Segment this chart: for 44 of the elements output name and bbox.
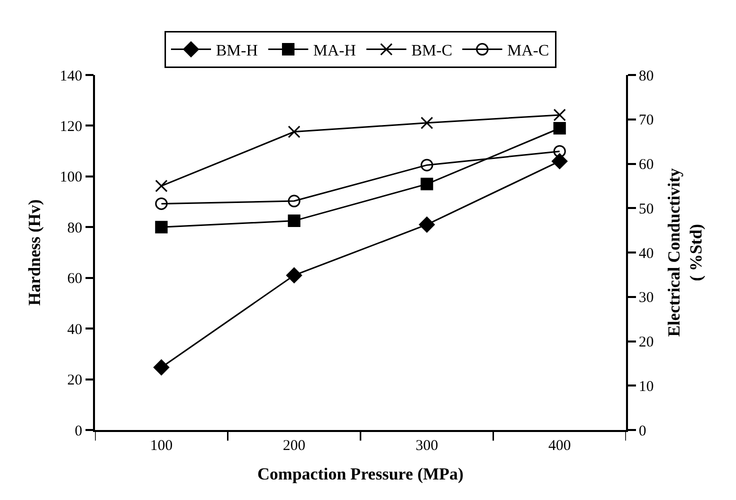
y2-tick-label: 30 — [638, 290, 654, 306]
point — [155, 220, 168, 234]
y-tick-label: 40 — [67, 322, 82, 338]
x-axis-title: Compaction Pressure (MPa) — [257, 464, 464, 484]
y-tick-label: 80 — [67, 220, 82, 236]
legend-label: MA-H — [313, 42, 356, 60]
x-tick-label: 400 — [548, 438, 571, 454]
y2-tick-label: 50 — [638, 201, 654, 218]
legend-label: MA-C — [507, 42, 550, 60]
point — [420, 158, 434, 172]
y2-tick-label: 20 — [638, 334, 654, 350]
y2-tick-label: 80 — [638, 68, 654, 84]
y2-tick-label: 0 — [638, 423, 646, 440]
y-axis-title: Hardness (Hv) — [24, 199, 44, 306]
point — [155, 197, 168, 210]
y2-tick-label: 40 — [638, 246, 654, 262]
legend-label: BM-H — [216, 42, 258, 60]
point — [288, 214, 300, 228]
y2-axis-title: Electrical Conductivity ( %Std) — [664, 168, 706, 337]
x-tick-label: 100 — [150, 438, 173, 454]
y-tick-label: 100 — [60, 170, 82, 186]
y-tick-label: 60 — [67, 271, 82, 288]
point — [288, 194, 300, 208]
y2-tick-label: 10 — [638, 378, 654, 395]
point — [286, 267, 302, 284]
y-tick-label: 0 — [74, 423, 82, 440]
legend-label: BM-C — [411, 42, 452, 60]
y2-tick-label: 60 — [638, 157, 654, 173]
point — [288, 126, 300, 138]
y2-tick-label: 70 — [638, 112, 654, 129]
point — [155, 180, 168, 192]
point — [553, 108, 566, 122]
x-tick-label: 200 — [282, 438, 306, 454]
point — [420, 116, 434, 130]
point — [418, 216, 435, 233]
point — [552, 153, 568, 170]
point — [553, 122, 566, 134]
y-tick-label: 120 — [60, 118, 82, 135]
point — [553, 145, 566, 158]
y-tick-label: 20 — [67, 372, 82, 389]
point — [420, 178, 434, 190]
y-tick-label: 140 — [60, 68, 82, 84]
x-tick-label: 300 — [416, 438, 438, 454]
point — [153, 359, 170, 376]
